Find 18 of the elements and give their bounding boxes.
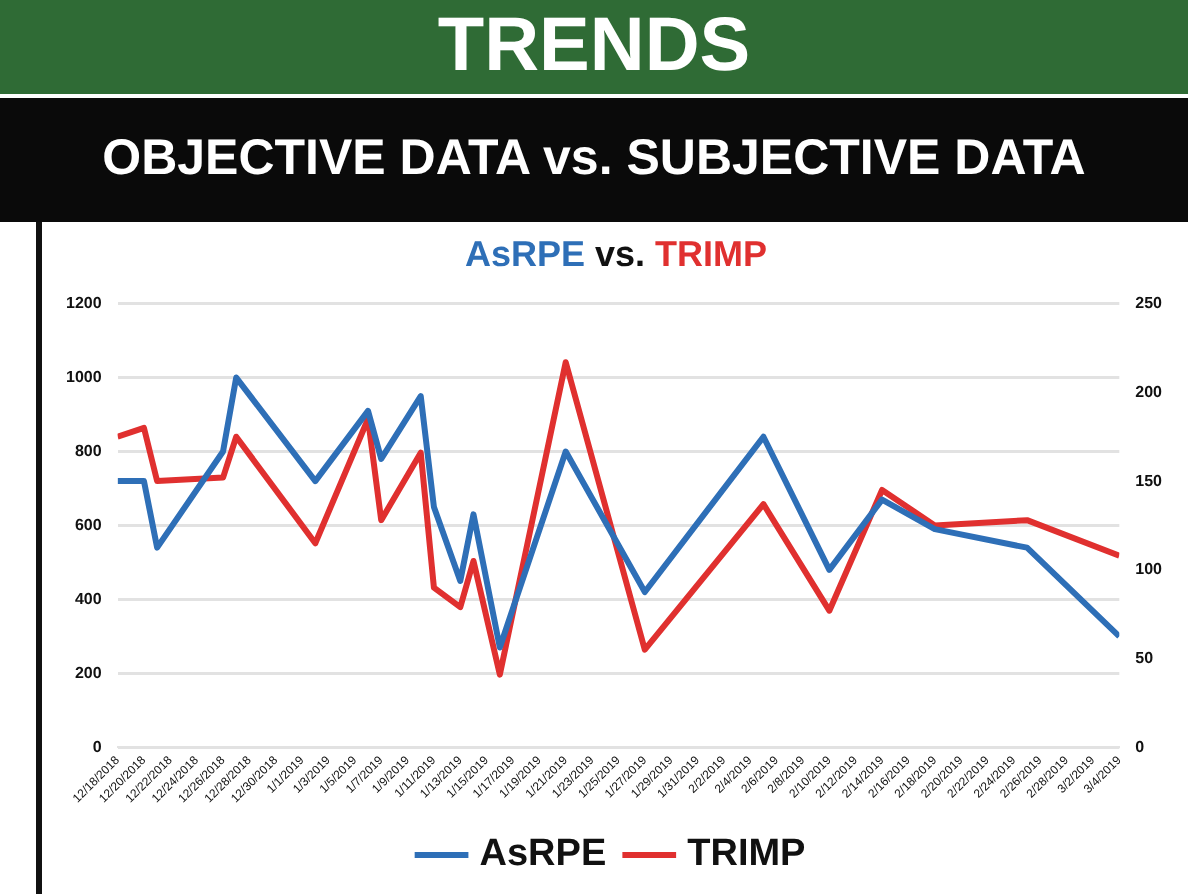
y2-tick-label: 200	[1135, 382, 1164, 401]
legend-label: AsRPE	[479, 833, 607, 876]
y-tick-label: 400	[74, 589, 103, 608]
chart-title: TRENDS	[0, 0, 1188, 98]
y-tick-label: 0	[92, 737, 103, 756]
y2-tick-label: 50	[1135, 649, 1155, 668]
legend-label: TRIMP	[687, 833, 807, 876]
y-tick-label: 1000	[66, 367, 103, 386]
y2-tick-label: 150	[1135, 471, 1164, 490]
y-tick-label: 600	[74, 515, 103, 534]
y2-tick-label: 250	[1135, 294, 1164, 313]
y-tick-label: 1200	[66, 294, 103, 313]
text: AsRPE vs. TRIMP	[464, 234, 768, 274]
y-tick-label: 200	[74, 663, 103, 682]
chart-subtitle: OBJECTIVE DATA vs. SUBJECTIVE DATA	[0, 98, 1188, 222]
y2-tick-label: 0	[1135, 737, 1146, 756]
y-tick-label: 800	[74, 441, 103, 460]
y2-tick-label: 100	[1135, 560, 1164, 579]
